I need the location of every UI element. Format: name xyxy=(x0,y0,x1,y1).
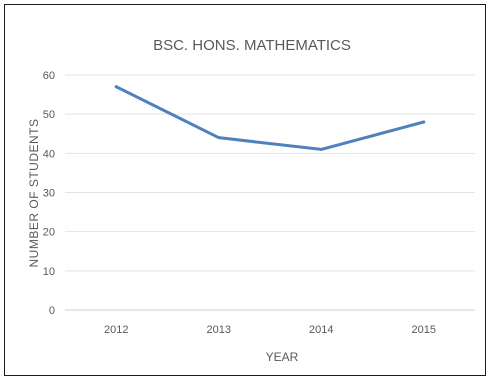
x-tick-label: 2012 xyxy=(104,324,128,336)
data-point xyxy=(319,147,323,151)
y-tick-label: 0 xyxy=(49,305,55,317)
gridlines xyxy=(65,74,475,311)
y-tick-label: 10 xyxy=(43,266,55,278)
x-axis-label: YEAR xyxy=(266,350,299,364)
data-point xyxy=(114,85,118,89)
y-tick-label: 60 xyxy=(43,70,55,82)
y-tick-labels: 0 10 20 30 40 50 60 xyxy=(43,70,55,317)
chart-frame xyxy=(4,4,486,376)
y-tick-label: 40 xyxy=(43,148,55,160)
x-tick-label: 2014 xyxy=(309,324,333,336)
y-tick-label: 20 xyxy=(43,227,55,239)
x-tick-labels: 2012 2013 2014 2015 xyxy=(104,324,436,336)
x-tick-label: 2015 xyxy=(412,324,436,336)
y-axis-label: NUMBER OF STUDENTS xyxy=(27,118,41,267)
x-tick-label: 2013 xyxy=(207,324,231,336)
chart-title: BSC. HONS. MATHEMATICS xyxy=(153,37,351,54)
data-point xyxy=(217,136,221,140)
series-group xyxy=(114,85,426,151)
series-line xyxy=(114,85,426,151)
y-tick-label: 50 xyxy=(43,109,55,121)
data-point xyxy=(422,120,426,124)
y-tick-label: 30 xyxy=(43,188,55,200)
